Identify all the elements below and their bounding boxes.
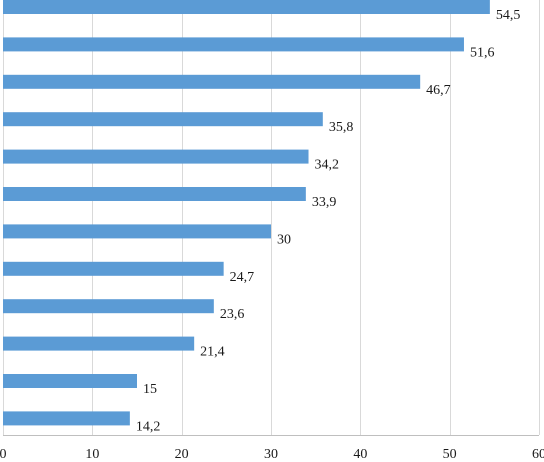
x-tick-label: 20: [175, 447, 189, 462]
data-label-9: 23,6: [220, 307, 245, 322]
x-tick-label: 40: [353, 447, 367, 462]
data-label-2: 51,6: [470, 45, 495, 60]
bar-11: [3, 374, 137, 388]
bar-7: [3, 224, 271, 239]
x-axis: 0 10 20 30 40 50 60: [0, 435, 544, 462]
x-tick-label: 60: [532, 447, 544, 462]
bar-2: [3, 37, 464, 52]
grid-lines: [3, 0, 540, 435]
data-label-12: 14,2: [136, 419, 161, 434]
x-tick-label: 30: [264, 447, 278, 462]
bar-6: [3, 187, 306, 201]
data-label-8: 24,7: [230, 270, 255, 285]
data-labels: 54,5 51,6 46,7 35,8 34,2 33,9 30 24,7 23,6 21,4 15…: [136, 8, 521, 434]
bar-5: [3, 149, 309, 164]
bar-10: [3, 336, 195, 351]
x-tick-label: 0: [0, 447, 7, 462]
bar-9: [3, 299, 214, 314]
bars: [3, 0, 490, 426]
data-label-11: 15: [143, 382, 157, 397]
bar-8: [3, 261, 224, 276]
bar-4: [3, 112, 323, 127]
data-label-1: 54,5: [496, 8, 521, 23]
bar-3: [3, 74, 421, 89]
bar-1: [3, 0, 490, 14]
x-tick-label: 10: [85, 447, 99, 462]
data-label-7: 30: [277, 232, 291, 247]
data-label-3: 46,7: [426, 83, 451, 98]
data-label-4: 35,8: [329, 120, 354, 135]
x-tick-label: 50: [443, 447, 457, 462]
data-label-6: 33,9: [312, 195, 337, 210]
data-label-10: 21,4: [200, 345, 225, 360]
data-label-5: 34,2: [315, 158, 340, 173]
bar-12: [3, 411, 130, 426]
